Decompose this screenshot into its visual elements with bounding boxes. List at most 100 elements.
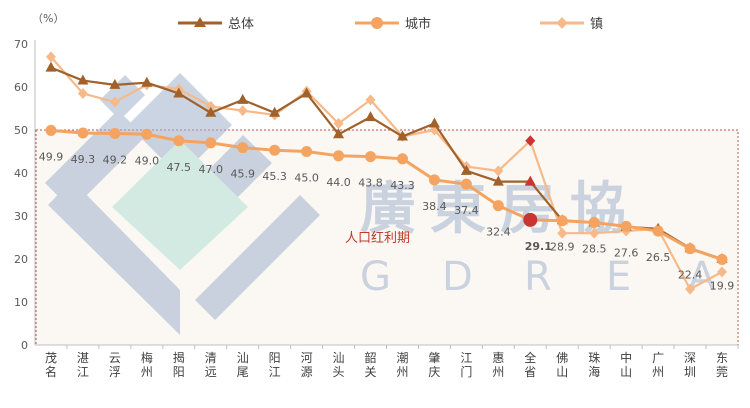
x-tick-label: 茂名	[45, 351, 57, 379]
point-city	[716, 253, 728, 265]
y-axis-ticks: 0 10 20 30 40 50 60 70	[14, 38, 28, 352]
x-tick-label: 东莞	[716, 351, 728, 379]
x-tick-label: 潮州	[396, 350, 408, 379]
data-label: 38.4	[422, 200, 447, 213]
legend-label: 城市	[405, 16, 431, 32]
y-tick-label: 10	[14, 296, 28, 309]
x-tick-label: 阳江	[269, 351, 281, 379]
data-label: 47.5	[167, 161, 192, 174]
point-town	[45, 51, 56, 63]
y-tick-label: 60	[14, 81, 28, 94]
x-tick-label: 揭阳	[173, 350, 185, 379]
watermark-text: 廣東房協GDREA	[360, 177, 716, 300]
point-total	[460, 164, 472, 175]
point-city	[141, 128, 153, 140]
x-axis-ticks: 茂名湛江云浮梅州揭阳清远汕尾阳江河源汕头韶关潮州肇庆江门惠州全省佛山珠海中山广州…	[45, 345, 739, 379]
watermark-logo	[45, 73, 320, 335]
y-tick-label: 70	[14, 38, 28, 51]
x-tick-label: 佛山	[556, 351, 568, 379]
point-total	[333, 128, 345, 139]
data-label: 49.0	[135, 154, 160, 167]
point-total	[269, 106, 281, 117]
point-city	[556, 215, 568, 227]
watermark-letter: R	[524, 254, 552, 300]
x-tick-label: 广州	[652, 351, 664, 379]
point-total	[492, 175, 504, 186]
point-city	[460, 178, 472, 190]
point-city	[652, 225, 664, 237]
data-label: 45.0	[294, 172, 319, 185]
x-tick-label: 梅州	[141, 350, 153, 379]
point-town	[237, 105, 248, 117]
data-label: 49.9	[39, 150, 64, 163]
x-tick-label: 汕头	[333, 351, 345, 379]
y-tick-label: 50	[14, 124, 28, 137]
data-label: 47.0	[199, 163, 224, 176]
data-label: 44.0	[326, 176, 351, 189]
data-label: 28.9	[550, 241, 575, 254]
series-line-2	[50, 128, 723, 261]
point-total	[109, 78, 121, 89]
point-total	[365, 111, 377, 122]
point-total	[396, 130, 408, 141]
x-tick-label: 深圳	[684, 351, 696, 379]
watermark-cn: 廣東房協	[360, 177, 640, 242]
data-label: 28.5	[582, 242, 607, 255]
watermark-letter: E	[606, 254, 631, 300]
point-city	[684, 243, 696, 255]
point-city	[492, 200, 504, 212]
watermark-letter: G	[360, 254, 391, 300]
y-tick-label: 0	[21, 339, 28, 352]
y-tick-label: 40	[14, 167, 28, 180]
point-city	[45, 124, 57, 136]
point-city	[301, 146, 313, 157]
data-labels: 49.9 49.3 49.2 49.0 47.5 47.0 45.9 45.3 45.0 44.0…	[39, 150, 735, 292]
x-tick-label: 韶关	[365, 350, 377, 379]
point-town	[77, 87, 88, 99]
x-tick-label: 云浮	[109, 351, 121, 379]
point-city	[205, 137, 217, 149]
series-layer	[45, 51, 728, 295]
x-tick-label: 肇庆	[428, 350, 440, 379]
legend-label: 镇	[590, 17, 603, 32]
x-tick-label: 汕尾	[237, 351, 249, 379]
legend-marker	[556, 17, 568, 29]
point-city	[237, 142, 249, 154]
data-label: 43.3	[390, 179, 415, 192]
x-tick-label: 惠州	[492, 351, 504, 379]
x-tick-label: 河源	[301, 351, 313, 379]
point-city	[269, 144, 281, 156]
point-city	[396, 153, 408, 165]
point-town	[685, 283, 696, 295]
point-town	[589, 227, 600, 239]
point-town	[333, 118, 344, 130]
y-tick-label: 30	[14, 210, 28, 223]
point-town	[365, 94, 376, 106]
legend-marker	[371, 17, 383, 29]
point-total	[77, 74, 89, 85]
data-label: 26.5	[646, 251, 671, 264]
point-total	[524, 175, 536, 186]
x-tick-label: 江门	[460, 351, 472, 379]
point-city	[109, 127, 121, 139]
data-label: 22.4	[678, 269, 703, 282]
point-city	[77, 127, 89, 139]
point-city	[620, 220, 632, 232]
data-label: 45.9	[230, 168, 255, 181]
point-city	[588, 216, 600, 228]
annotation-text: 人口红利期	[345, 230, 410, 246]
point-total	[237, 93, 249, 104]
data-label: 27.6	[614, 246, 639, 259]
point-city	[523, 212, 538, 227]
point-town	[557, 227, 568, 239]
point-city	[365, 151, 377, 163]
x-tick-label: 湛江	[77, 351, 89, 379]
x-tick-label: 清远	[205, 351, 217, 379]
watermark-letter: D	[442, 254, 473, 300]
x-tick-label: 全省	[524, 350, 536, 379]
y-tick-label: 20	[14, 253, 28, 266]
point-town	[493, 165, 504, 177]
data-label: 49.2	[103, 153, 128, 166]
data-label: 29.1	[525, 240, 552, 253]
